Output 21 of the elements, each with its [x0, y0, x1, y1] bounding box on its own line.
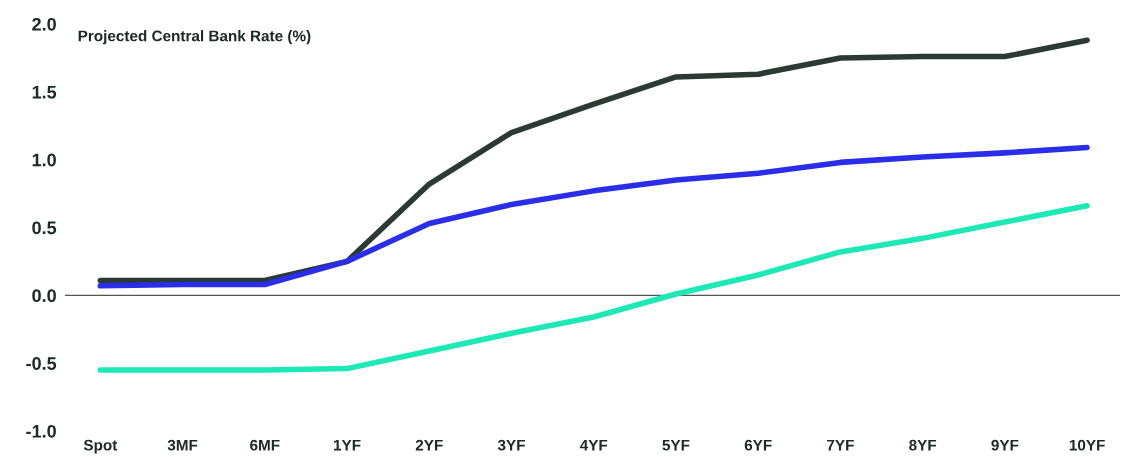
y-tick-label: 2.0: [32, 17, 56, 31]
x-tick-label: 6MF: [250, 439, 280, 451]
y-tick-label: 0.5: [32, 221, 57, 235]
x-tick-label: 5YF: [662, 439, 690, 451]
chart-title: Projected Central Bank Rate (%): [78, 30, 311, 45]
x-tick-label: 4YF: [579, 439, 608, 451]
y-tick-label: 1.5: [32, 85, 57, 99]
y-tick-label: 1.0: [32, 153, 56, 167]
x-tick-label: 3YF: [497, 439, 525, 451]
x-tick-label: 7YF: [827, 439, 854, 451]
x-tick-label: 10YF: [1069, 439, 1105, 451]
x-tick-label: 9YF: [991, 439, 1019, 451]
y-tick-label: -1.0: [26, 424, 56, 438]
x-tick-label: 2YF: [415, 439, 443, 451]
x-tick-label: Spot: [83, 439, 118, 454]
x-tick-label: 3MF: [167, 439, 198, 451]
x-tick-label: 6YF: [744, 439, 772, 451]
x-tick-label: 8YF: [909, 439, 937, 451]
y-tick-label: -0.5: [26, 357, 57, 370]
y-tick-label: 0.0: [32, 289, 56, 303]
x-tick-label: 1YF: [334, 439, 361, 451]
